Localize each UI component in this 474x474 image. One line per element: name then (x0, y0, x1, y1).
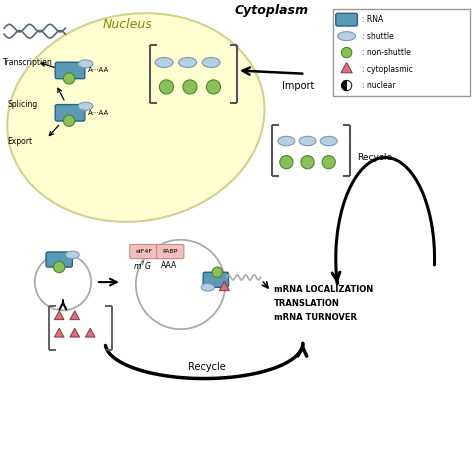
Ellipse shape (278, 137, 295, 146)
Text: PABP: PABP (163, 249, 178, 254)
Polygon shape (70, 328, 80, 337)
Text: Nucleus: Nucleus (103, 18, 153, 31)
FancyBboxPatch shape (46, 252, 73, 267)
Text: mRNA LOCALIZATION: mRNA LOCALIZATION (273, 285, 373, 294)
Text: A···AA: A···AA (88, 110, 109, 116)
Circle shape (64, 73, 75, 84)
Text: Cytoplasm: Cytoplasm (235, 4, 309, 17)
Ellipse shape (299, 137, 316, 146)
Polygon shape (341, 63, 352, 73)
Text: : nuclear: : nuclear (362, 81, 395, 90)
FancyBboxPatch shape (156, 245, 184, 259)
Text: : RNA: : RNA (362, 15, 383, 24)
Text: : shuttle: : shuttle (362, 32, 393, 41)
Bar (333, 9, 470, 96)
Circle shape (212, 267, 222, 277)
Circle shape (322, 155, 335, 169)
Text: : non-shuttle: : non-shuttle (362, 48, 410, 57)
Polygon shape (55, 328, 64, 337)
Text: TRANSLATION: TRANSLATION (273, 299, 339, 308)
FancyBboxPatch shape (336, 13, 357, 26)
Text: Recycle: Recycle (188, 362, 225, 372)
Wedge shape (346, 80, 352, 91)
Circle shape (54, 262, 65, 273)
Ellipse shape (7, 13, 264, 222)
Polygon shape (219, 282, 229, 291)
Polygon shape (85, 328, 95, 337)
FancyBboxPatch shape (203, 272, 228, 287)
Circle shape (207, 80, 220, 94)
FancyBboxPatch shape (55, 62, 85, 79)
Ellipse shape (320, 137, 337, 146)
Ellipse shape (337, 32, 356, 41)
Wedge shape (341, 80, 346, 91)
Ellipse shape (179, 57, 197, 67)
Ellipse shape (201, 283, 214, 291)
Text: : cytoplasmic: : cytoplasmic (362, 64, 412, 73)
Text: Import: Import (282, 81, 314, 91)
Text: AAA: AAA (161, 261, 177, 270)
Circle shape (64, 115, 75, 127)
Ellipse shape (65, 251, 79, 259)
Ellipse shape (155, 57, 173, 67)
Ellipse shape (78, 60, 93, 68)
Circle shape (159, 80, 173, 94)
Circle shape (183, 80, 197, 94)
Text: Export: Export (8, 137, 33, 146)
Text: A···AA: A···AA (88, 67, 109, 73)
Circle shape (280, 155, 293, 169)
Circle shape (301, 155, 314, 169)
Polygon shape (70, 311, 80, 319)
FancyBboxPatch shape (55, 105, 85, 121)
Text: Recycle: Recycle (357, 153, 392, 162)
Text: eIF4F: eIF4F (136, 249, 153, 254)
Text: mRNA TURNOVER: mRNA TURNOVER (273, 313, 357, 322)
Text: $m^7G$: $m^7G$ (133, 259, 152, 272)
Circle shape (341, 47, 352, 58)
Ellipse shape (202, 57, 220, 67)
FancyBboxPatch shape (130, 245, 158, 259)
Text: Transcription: Transcription (3, 58, 53, 67)
Text: Splicing: Splicing (8, 100, 38, 109)
Ellipse shape (78, 102, 93, 110)
Polygon shape (55, 311, 64, 319)
